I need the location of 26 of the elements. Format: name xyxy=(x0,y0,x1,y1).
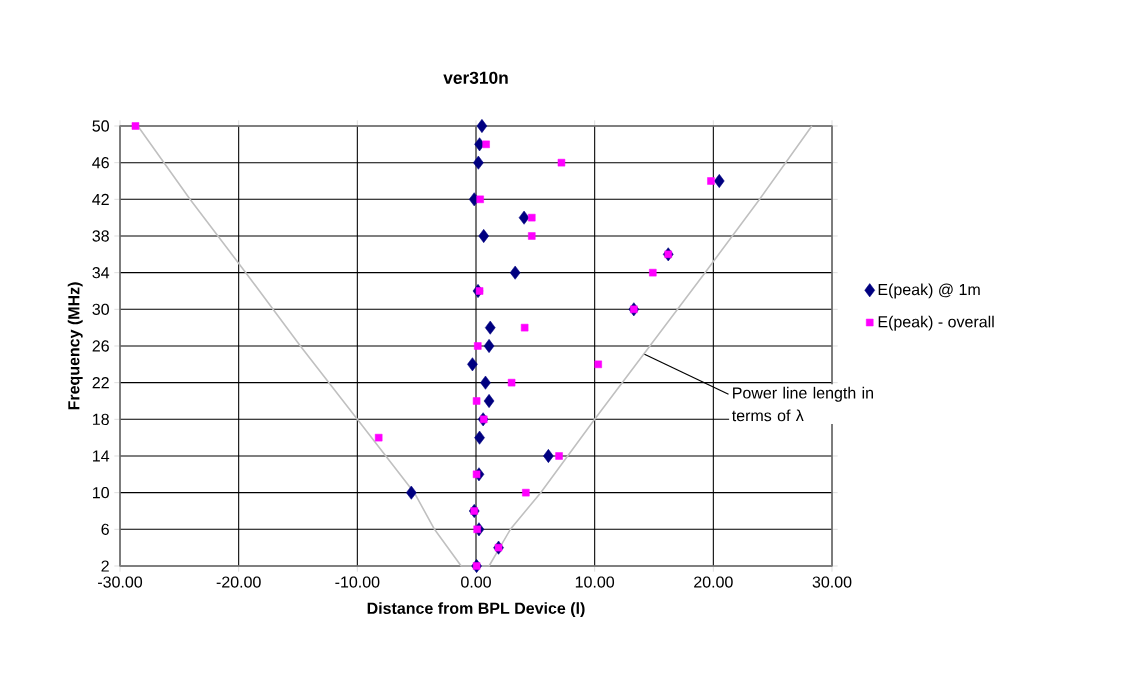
legend-label: E(peak) - overall xyxy=(878,315,994,331)
x-tick-label: -20.00 xyxy=(216,576,261,588)
annotation: Power line length in terms of λ xyxy=(732,386,873,422)
y-tick-label: 6 xyxy=(101,523,109,535)
x-axis-title: Distance from BPL Device (l) xyxy=(367,602,585,618)
x-tick-label: -10.00 xyxy=(335,576,380,588)
y-tick-label: 14 xyxy=(93,450,110,462)
y-tick-label: 46 xyxy=(92,157,109,169)
y-tick-label: 38 xyxy=(92,230,109,242)
y-tick-label: 34 xyxy=(92,267,110,279)
x-tick-label: 30.00 xyxy=(812,576,852,588)
y-axis-title: Frequency (MHz) xyxy=(67,282,83,410)
x-tick-label: -30.00 xyxy=(98,576,143,588)
x-tick-label: 0.00 xyxy=(461,576,491,588)
y-tick-label: 2 xyxy=(101,560,109,572)
y-tick-label: 22 xyxy=(92,377,109,389)
legend-label: E(peak) @ 1m xyxy=(878,283,980,299)
y-tick-label: 26 xyxy=(92,340,109,352)
y-tick-label: 42 xyxy=(92,193,109,205)
x-tick-label: 20.00 xyxy=(694,576,733,588)
y-tick-label: 18 xyxy=(93,413,109,425)
y-tick-label: 10 xyxy=(93,486,109,499)
y-tick-label: 30 xyxy=(92,303,109,315)
chart-title: ver310n xyxy=(443,71,508,84)
x-tick-label: 10.00 xyxy=(575,576,615,588)
y-tick-label: 50 xyxy=(92,120,109,132)
